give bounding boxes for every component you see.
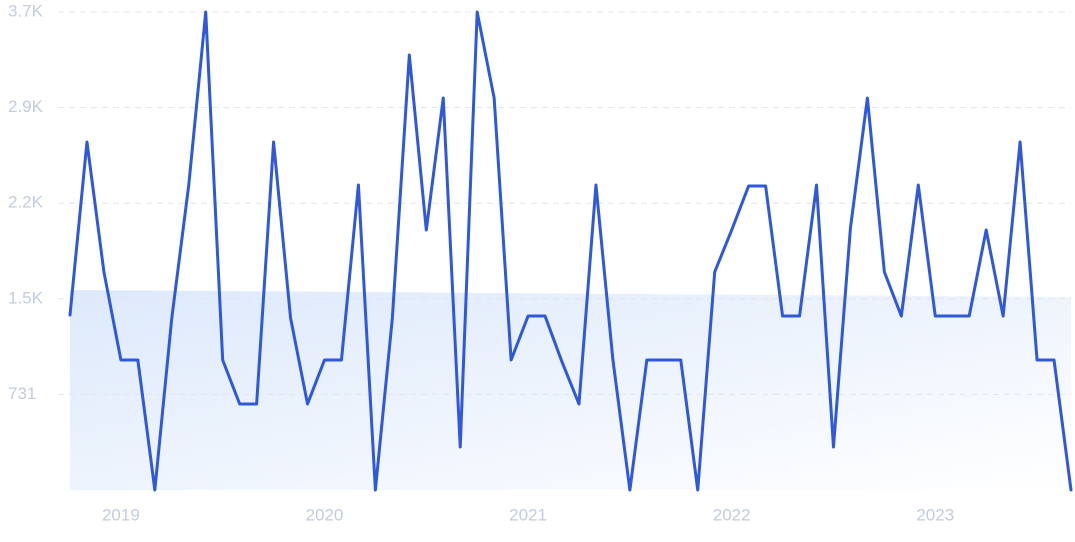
y-tick-label: 3.7K [8,1,44,20]
highlight-band [70,290,1071,490]
y-tick-label: 731 [8,384,36,403]
x-tick-label: 2020 [306,505,344,524]
trend-line [68,10,1073,492]
x-tick-label: 2023 [916,505,954,524]
y-tick-label: 1.5K [8,288,44,307]
x-tick-label: 2021 [509,505,547,524]
y-tick-label: 2.9K [8,97,44,116]
x-tick-label: 2022 [713,505,751,524]
y-tick-label: 2.2K [8,193,44,212]
x-tick-label: 2019 [102,505,140,524]
